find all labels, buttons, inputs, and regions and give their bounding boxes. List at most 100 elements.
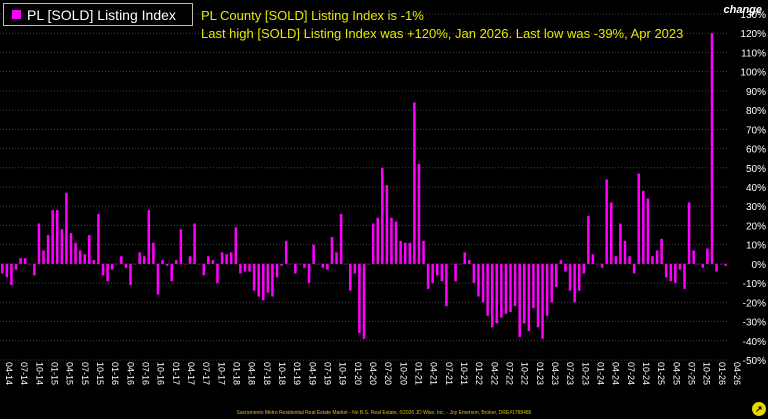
bar (37, 223, 41, 264)
bar (614, 256, 618, 264)
bar (133, 263, 137, 265)
bar (664, 263, 668, 278)
x-tick-label: 04-17 (186, 362, 196, 385)
legend-label: PL [SOLD] Listing Index (27, 6, 176, 23)
bar (468, 260, 471, 264)
x-tick-label: 01-15 (50, 362, 60, 385)
x-tick-label: 01-16 (110, 362, 120, 385)
y-tick-label: -10% (743, 279, 766, 290)
x-tick-label: 10-17 (216, 362, 226, 385)
bar (550, 263, 553, 303)
bar (19, 258, 22, 264)
bar (262, 263, 265, 301)
x-tick-label: 10-22 (520, 362, 530, 385)
bar (120, 256, 123, 264)
x-tick-label: 04-20 (368, 362, 378, 385)
bar (687, 202, 691, 264)
bar (472, 263, 476, 284)
legend: PL [SOLD] Listing Index (3, 3, 193, 26)
bar (115, 263, 119, 265)
bar (426, 263, 430, 289)
x-tick-label: 04-25 (671, 362, 681, 385)
bar (477, 263, 480, 297)
bar (577, 263, 581, 291)
y-tick-label: 30% (746, 202, 766, 213)
bar (188, 256, 192, 264)
x-tick-label: 01-26 (717, 362, 727, 385)
x-tick-label: 01-25 (656, 362, 666, 385)
bar (504, 263, 508, 314)
bar (14, 263, 18, 270)
x-tick-label: 07-19 (323, 362, 333, 385)
x-tick-label: 10-21 (459, 362, 469, 385)
bar (486, 263, 489, 316)
bar (10, 263, 13, 286)
bar (138, 252, 141, 264)
bar (651, 256, 654, 264)
y-tick-label: -50% (743, 356, 766, 367)
bar (110, 263, 114, 270)
bar (710, 33, 714, 264)
bar (642, 190, 645, 264)
arrow-logo-icon: ↗ (752, 402, 766, 416)
bar (669, 263, 673, 282)
bar (371, 223, 375, 264)
bar (170, 263, 173, 282)
bar (257, 263, 260, 297)
bar (568, 263, 572, 291)
bar (1, 263, 4, 274)
bar (390, 217, 393, 264)
x-tick-label: 10-23 (580, 362, 590, 385)
x-tick-label: 01-18 (232, 362, 242, 385)
bar (623, 240, 627, 264)
x-tick-label: 01-24 (596, 362, 606, 385)
bar (197, 263, 201, 265)
bar (353, 263, 357, 274)
bar (344, 263, 347, 265)
bar (69, 233, 73, 264)
x-tick-label: 07-25 (687, 362, 697, 385)
bar (142, 256, 146, 264)
bar (678, 263, 682, 270)
bar (289, 263, 293, 265)
bar (179, 229, 183, 264)
y-tick-label: 40% (746, 183, 766, 194)
bar (431, 263, 434, 284)
bar (458, 263, 462, 265)
bar (637, 173, 640, 264)
bar (646, 198, 650, 264)
x-tick-label: 04-14 (4, 362, 14, 385)
y-tick-label: 130% (740, 10, 766, 21)
bar (88, 235, 91, 264)
bar (655, 250, 659, 264)
bar (481, 263, 485, 303)
subtitle-high-low: Last high [SOLD] Listing Index was +120%… (201, 26, 684, 41)
y-tick-label: 70% (746, 125, 766, 136)
y-tick-label: 100% (740, 68, 766, 79)
bar (271, 263, 274, 297)
bar (696, 263, 700, 265)
bar (229, 252, 233, 264)
bar (541, 263, 544, 339)
y-tick-label: 110% (741, 48, 766, 59)
bar (417, 163, 421, 264)
bar (252, 263, 256, 291)
bar (454, 263, 457, 282)
x-tick-label: 04-23 (550, 362, 560, 385)
bar (23, 258, 27, 264)
x-tick-label: 07-20 (383, 362, 393, 385)
bar (124, 263, 128, 268)
bar (449, 263, 453, 265)
y-tick-label: -30% (743, 318, 766, 329)
bar (674, 263, 677, 284)
footer-credit: Sacramento Metro Residential Real Estate… (236, 410, 532, 416)
bar (275, 263, 279, 278)
bar (349, 263, 352, 291)
bar (202, 263, 206, 276)
x-tick-label: 07-23 (565, 362, 575, 385)
x-tick-label: 04-19 (307, 362, 317, 385)
bar (175, 260, 178, 264)
bar (316, 263, 320, 265)
